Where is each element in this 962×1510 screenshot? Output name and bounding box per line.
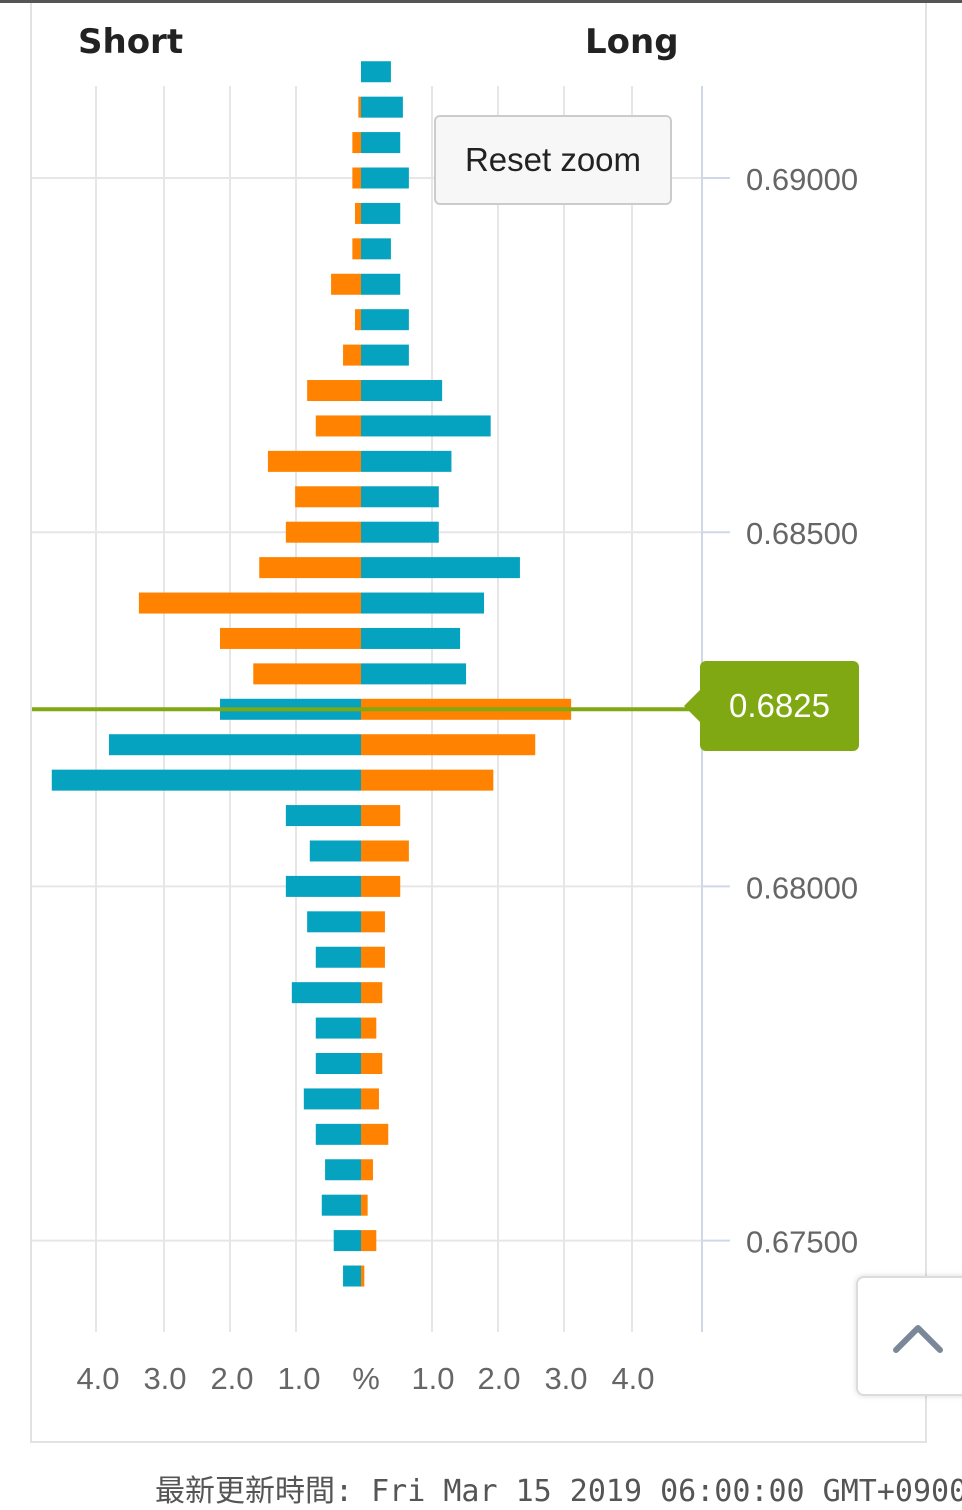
short-bar[interactable] xyxy=(321,1194,361,1216)
long-bar[interactable] xyxy=(361,167,409,189)
y-tick-label: 0.69000 xyxy=(746,162,858,197)
short-bar[interactable] xyxy=(315,1017,361,1039)
long-bar[interactable] xyxy=(361,309,409,331)
long-bar[interactable] xyxy=(361,769,494,791)
short-bar[interactable] xyxy=(285,805,361,827)
x-tick-label: 1.0 xyxy=(411,1361,454,1396)
long-bar[interactable] xyxy=(361,1159,373,1181)
long-bar[interactable] xyxy=(361,132,401,154)
short-header: Short xyxy=(78,22,184,62)
long-bar[interactable] xyxy=(361,557,520,579)
long-bar[interactable] xyxy=(361,734,536,756)
long-bar[interactable] xyxy=(361,1123,389,1145)
short-bar[interactable] xyxy=(307,911,361,933)
top-border xyxy=(0,0,962,3)
y-tick-label: 0.68500 xyxy=(746,516,858,551)
short-bar[interactable] xyxy=(307,380,361,402)
short-bar[interactable] xyxy=(309,840,361,862)
long-bar[interactable] xyxy=(361,344,409,366)
long-bar[interactable] xyxy=(361,946,385,968)
y-tick-label: 0.67500 xyxy=(746,1225,858,1260)
short-bar[interactable] xyxy=(333,1230,361,1252)
short-bar[interactable] xyxy=(355,202,361,224)
long-bar[interactable] xyxy=(361,380,443,402)
short-bar[interactable] xyxy=(138,592,361,614)
short-bar[interactable] xyxy=(285,875,361,897)
long-bar[interactable] xyxy=(361,486,439,508)
chart-card xyxy=(30,3,927,1443)
long-bar[interactable] xyxy=(361,521,439,543)
x-center-label: % xyxy=(352,1361,380,1396)
short-bar[interactable] xyxy=(315,1123,361,1145)
long-bar[interactable] xyxy=(361,1017,377,1039)
short-bar[interactable] xyxy=(291,982,361,1004)
short-bar[interactable] xyxy=(352,167,361,189)
short-bar[interactable] xyxy=(220,627,361,649)
short-bar[interactable] xyxy=(352,132,361,154)
long-bar[interactable] xyxy=(361,415,491,437)
short-bar[interactable] xyxy=(358,96,361,118)
long-bar[interactable] xyxy=(361,450,452,472)
last-updated-text: 最新更新時間: Fri Mar 15 2019 06:00:00 GMT+090… xyxy=(155,1474,962,1509)
x-tick-label: 3.0 xyxy=(143,1361,186,1396)
short-bar[interactable] xyxy=(355,309,361,331)
short-bar[interactable] xyxy=(352,238,361,260)
short-bar[interactable] xyxy=(331,273,361,295)
long-bar[interactable] xyxy=(361,875,401,897)
short-bar[interactable] xyxy=(343,344,361,366)
long-bar[interactable] xyxy=(361,1053,383,1074)
long-bar[interactable] xyxy=(361,1088,379,1110)
long-bar[interactable] xyxy=(361,202,401,224)
short-bar[interactable] xyxy=(259,557,361,579)
long-bar[interactable] xyxy=(361,805,401,827)
long-bar[interactable] xyxy=(361,96,403,118)
chevron-up-icon xyxy=(893,1325,943,1353)
short-bar[interactable] xyxy=(108,734,361,756)
short-bar[interactable] xyxy=(315,1053,361,1074)
long-bar[interactable] xyxy=(361,61,391,83)
short-bar[interactable] xyxy=(343,1265,361,1287)
short-bar[interactable] xyxy=(253,663,361,685)
x-tick-label: 4.0 xyxy=(76,1361,119,1396)
short-bar[interactable] xyxy=(267,450,361,472)
reset-zoom-button[interactable]: Reset zoom xyxy=(434,115,672,205)
short-bar[interactable] xyxy=(315,415,361,437)
long-bar[interactable] xyxy=(361,982,383,1004)
long-bar[interactable] xyxy=(361,238,391,260)
long-bar[interactable] xyxy=(361,1230,377,1252)
short-bar[interactable] xyxy=(51,769,362,791)
y-tick-label: 0.68000 xyxy=(746,870,858,905)
long-bar[interactable] xyxy=(361,840,409,862)
short-bar[interactable] xyxy=(285,521,361,543)
long-bar[interactable] xyxy=(361,911,385,933)
short-bar[interactable] xyxy=(315,946,361,968)
short-bar[interactable] xyxy=(303,1088,361,1110)
long-bar[interactable] xyxy=(361,273,401,295)
x-tick-label: 4.0 xyxy=(611,1361,654,1396)
long-bar[interactable] xyxy=(361,1265,365,1287)
long-header: Long xyxy=(585,22,679,62)
long-bar[interactable] xyxy=(361,592,485,614)
short-bar[interactable] xyxy=(295,486,361,508)
x-tick-label: 3.0 xyxy=(544,1361,587,1396)
x-tick-label: 2.0 xyxy=(210,1361,253,1396)
x-tick-label: 2.0 xyxy=(477,1361,520,1396)
long-bar[interactable] xyxy=(361,1194,368,1216)
long-bar[interactable] xyxy=(361,663,467,685)
current-price-badge: 0.6825 xyxy=(684,661,859,751)
scroll-to-top-button[interactable] xyxy=(856,1276,962,1396)
short-bar[interactable] xyxy=(325,1159,361,1181)
x-tick-label: 1.0 xyxy=(277,1361,320,1396)
long-bar[interactable] xyxy=(361,627,461,649)
